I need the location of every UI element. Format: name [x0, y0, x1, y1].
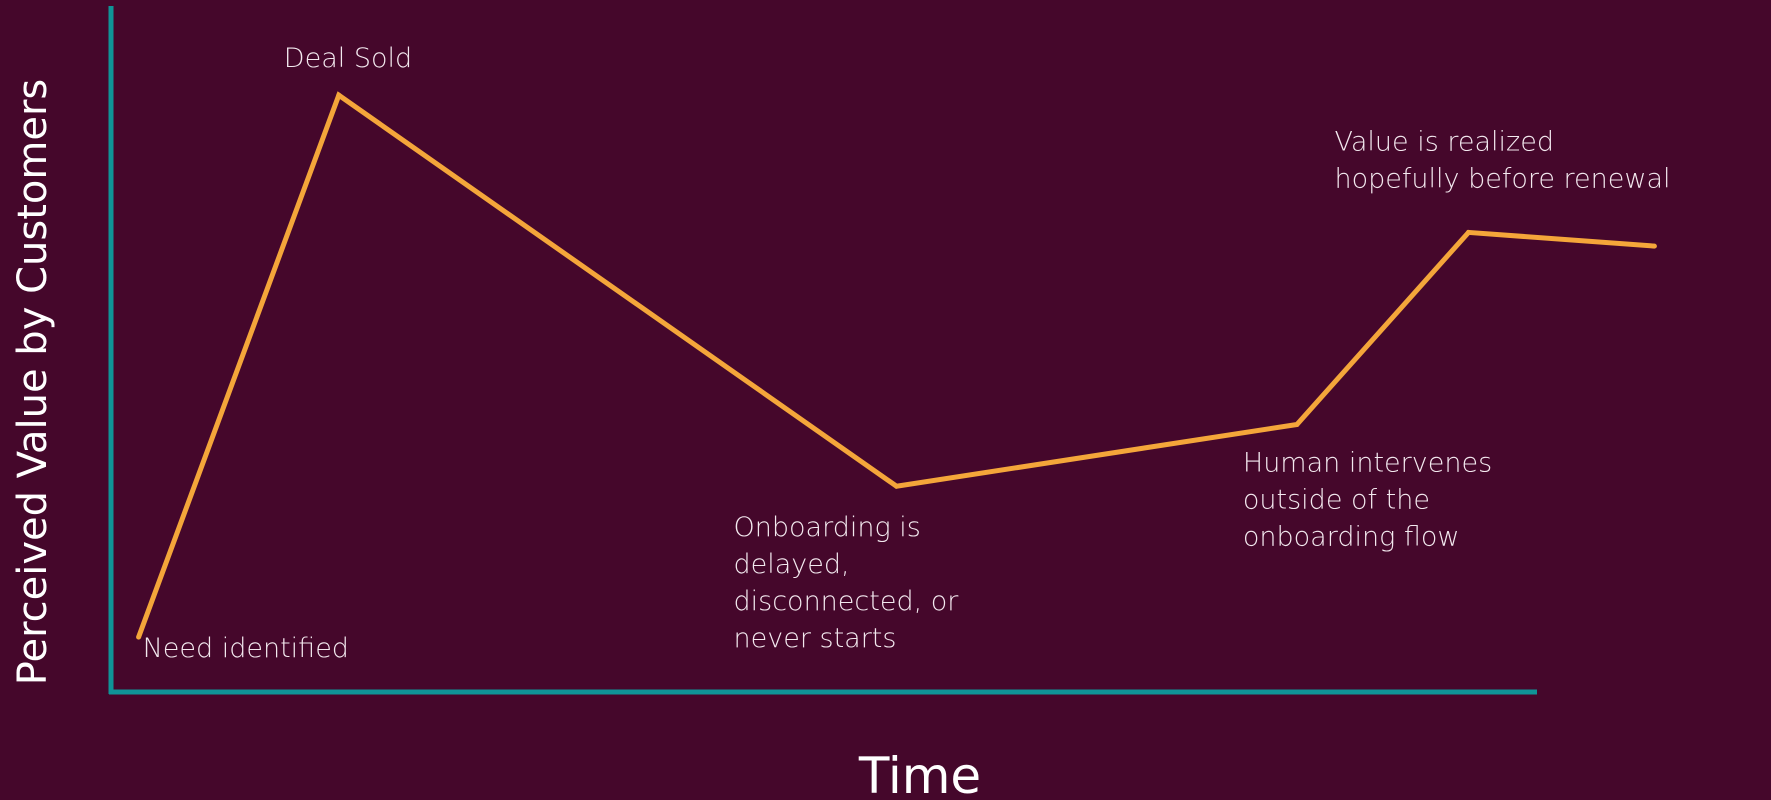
data-point-2: [894, 483, 899, 489]
annotation-3-line-1: outside of the: [1243, 484, 1430, 515]
annotation-3-line-2: onboarding flow: [1243, 521, 1460, 552]
annotation-2-line-2: disconnected, or: [734, 586, 960, 617]
annotation-2: Onboarding is delayed, disconnected, or nev…: [734, 512, 960, 654]
annotation-3: Human intervenes outside of the onboarding…: [1243, 447, 1492, 552]
annotation-3-line-0: Human intervenes: [1243, 447, 1492, 478]
data-point-0: [136, 634, 142, 640]
annotation-4: Value is realized hopefully before renewa…: [1335, 126, 1671, 194]
data-point-5: [1651, 243, 1657, 249]
data-point-4: [1466, 229, 1471, 235]
data-point-1: [336, 92, 342, 98]
data-point-3: [1294, 421, 1300, 427]
annotation-2-line-3: never starts: [734, 623, 897, 654]
annotation-4-line-0: Value is realized: [1335, 126, 1554, 157]
annotation-0: Need identified: [143, 633, 349, 664]
annotation-1-line-0: Deal Sold: [284, 43, 412, 74]
x-axis-label: Time: [858, 747, 981, 800]
series-line-0: [136, 91, 1655, 638]
annotation-2-line-1: delayed,: [734, 549, 850, 580]
annotation-2-line-0: Onboarding is: [734, 512, 921, 543]
y-axis-label: Perceived Value by Customers: [10, 79, 56, 685]
annotation-0-line-0: Need identified: [143, 633, 349, 664]
annotation-1: Deal Sold: [284, 43, 412, 74]
annotation-4-line-1: hopefully before renewal: [1335, 163, 1671, 194]
